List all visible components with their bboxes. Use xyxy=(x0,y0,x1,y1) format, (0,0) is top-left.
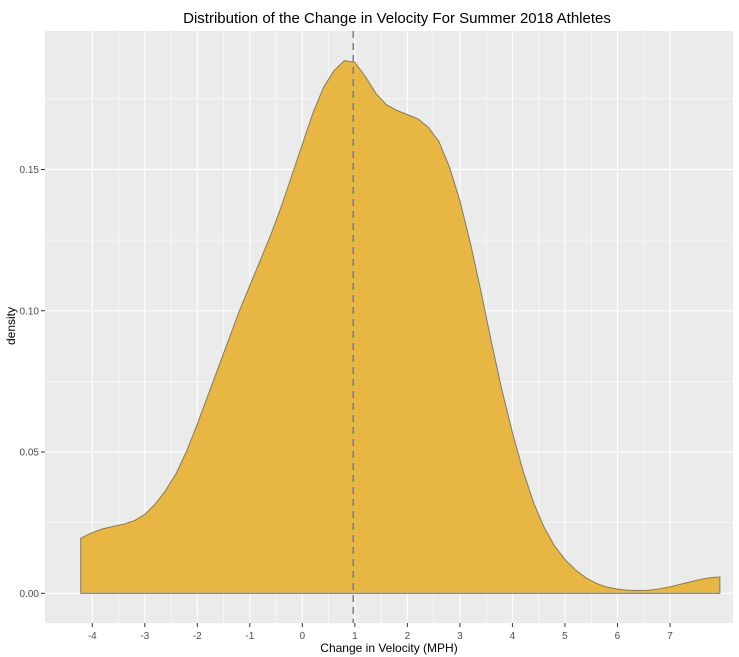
x-tick-label: 5 xyxy=(562,631,568,642)
x-tick-label: 3 xyxy=(457,631,463,642)
x-tick-label: -3 xyxy=(140,631,149,642)
x-tick-label: 0 xyxy=(300,631,306,642)
x-tick-label: -1 xyxy=(245,631,254,642)
y-axis-ticks: 0.00 0.05 0.10 0.15 xyxy=(20,165,45,600)
x-tick-label: 6 xyxy=(615,631,621,642)
x-axis-ticks: -4 -3 -2 -1 0 1 2 3 4 5 6 7 xyxy=(88,623,673,642)
x-axis-title: Change in Velocity (MPH) xyxy=(320,641,457,655)
y-tick-label: 0.00 xyxy=(20,589,40,600)
y-tick-label: 0.10 xyxy=(20,306,40,317)
y-axis-title: density xyxy=(4,307,18,345)
x-tick-label: 2 xyxy=(405,631,411,642)
chart-title: Distribution of the Change in Velocity F… xyxy=(183,10,611,27)
x-tick-label: -4 xyxy=(88,631,97,642)
x-tick-label: 4 xyxy=(510,631,516,642)
x-tick-label: 1 xyxy=(352,631,358,642)
density-area xyxy=(80,60,721,594)
x-tick-label: 7 xyxy=(667,631,673,642)
x-tick-label: -2 xyxy=(193,631,202,642)
y-tick-label: 0.15 xyxy=(20,165,40,176)
y-tick-label: 0.05 xyxy=(20,448,40,459)
